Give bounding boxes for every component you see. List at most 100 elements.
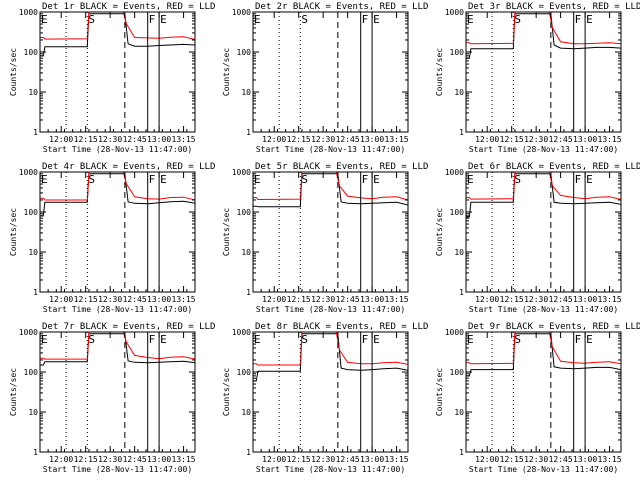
x-tick-label: 12:30 [98, 135, 122, 144]
plot-frame [252, 11, 409, 133]
y-tick-label: 10 [28, 88, 38, 97]
x-tick-label: 12:00 [49, 135, 73, 144]
event-marker-label: F [149, 13, 156, 26]
event-marker-label: E [586, 333, 593, 346]
x-tick-label: 12:00 [262, 295, 286, 304]
y-tick-label: 1 [459, 448, 464, 457]
event-marker-label: S [88, 13, 95, 26]
x-tick-label: 12:15 [500, 295, 524, 304]
event-marker-label: S [514, 333, 521, 346]
x-tick-label: 13:15 [172, 135, 196, 144]
y-axis-label: Counts/sec [435, 208, 444, 256]
event-marker-label: E [41, 173, 48, 186]
x-tick-label: 12:45 [336, 135, 360, 144]
x-tick-label: 12:45 [123, 135, 147, 144]
x-tick-label: 12:00 [475, 295, 499, 304]
y-tick-label: 1000 [445, 328, 464, 337]
x-tick-label: 12:45 [123, 295, 147, 304]
event-marker-label: F [575, 333, 582, 346]
x-tick-label: 13:00 [573, 295, 597, 304]
x-axis-label: Start Time (28-Nov-13 11:47:00) [43, 465, 192, 474]
x-tick-label: 13:00 [360, 455, 384, 464]
y-tick-label: 1 [246, 448, 251, 457]
y-tick-label: 1000 [232, 328, 251, 337]
y-axis-label: Counts/sec [435, 368, 444, 416]
y-tick-label: 1 [459, 128, 464, 137]
x-tick-label: 13:15 [385, 295, 409, 304]
y-tick-label: 10 [241, 408, 251, 417]
y-tick-label: 1 [33, 448, 38, 457]
event-marker-label: S [88, 333, 95, 346]
event-marker-label: S [301, 333, 308, 346]
x-axis-label: Start Time (28-Nov-13 11:47:00) [469, 465, 618, 474]
series-line-events [466, 173, 621, 218]
y-tick-label: 1000 [445, 8, 464, 17]
x-tick-label: 13:00 [573, 455, 597, 464]
x-tick-label: 13:15 [172, 455, 196, 464]
plot-frame [39, 331, 196, 453]
x-tick-label: 13:00 [360, 295, 384, 304]
y-tick-label: 1000 [19, 328, 38, 337]
x-tick-label: 13:00 [147, 455, 171, 464]
series-line-lld [40, 172, 195, 201]
plot-frame [39, 171, 196, 293]
x-axis-label: Start Time (28-Nov-13 11:47:00) [469, 305, 618, 314]
y-tick-label: 100 [450, 368, 465, 377]
x-tick-label: 13:15 [598, 455, 622, 464]
panel-title: Det 2r BLACK = Events, RED = LLD [255, 2, 428, 12]
y-axis-label: Counts/sec [9, 48, 18, 96]
x-tick-label: 12:30 [98, 295, 122, 304]
event-marker-label: E [467, 13, 474, 26]
y-axis-label: Counts/sec [222, 48, 231, 96]
y-axis-label: Counts/sec [435, 48, 444, 96]
x-tick-label: 13:15 [385, 455, 409, 464]
x-tick-label: 12:15 [500, 455, 524, 464]
x-tick-label: 13:00 [147, 135, 171, 144]
plot-frame [465, 171, 622, 293]
y-tick-label: 10 [28, 248, 38, 257]
series-line-lld [40, 12, 195, 40]
y-tick-label: 100 [237, 208, 252, 217]
x-tick-label: 12:00 [49, 295, 73, 304]
event-marker-label: E [373, 333, 380, 346]
y-tick-label: 1000 [232, 168, 251, 177]
series-line-lld [466, 12, 621, 45]
x-tick-label: 12:15 [287, 455, 311, 464]
y-tick-label: 100 [450, 208, 465, 217]
series-line-events [40, 333, 195, 366]
panel-title: Det 3r BLACK = Events, RED = LLD [468, 2, 640, 12]
series-line-lld [253, 332, 408, 366]
y-tick-label: 1000 [445, 168, 464, 177]
x-tick-label: 12:45 [549, 455, 573, 464]
event-marker-label: E [41, 333, 48, 346]
series-line-events [466, 13, 621, 59]
x-tick-label: 13:00 [573, 135, 597, 144]
y-tick-label: 1 [246, 128, 251, 137]
event-marker-label: E [254, 173, 261, 186]
event-marker-label: E [160, 13, 167, 26]
y-tick-label: 100 [237, 368, 252, 377]
x-axis-label: Start Time (28-Nov-13 11:47:00) [256, 465, 405, 474]
y-tick-label: 10 [241, 248, 251, 257]
x-axis-label: Start Time (28-Nov-13 11:47:00) [256, 145, 405, 154]
panel-title: Det 1r BLACK = Events, RED = LLD [42, 2, 215, 12]
x-tick-label: 12:15 [74, 455, 98, 464]
y-tick-label: 100 [237, 48, 252, 57]
x-tick-label: 12:00 [49, 455, 73, 464]
y-tick-label: 100 [450, 48, 465, 57]
y-tick-label: 10 [454, 248, 464, 257]
x-tick-label: 12:30 [524, 135, 548, 144]
x-tick-label: 12:45 [549, 295, 573, 304]
y-tick-label: 100 [24, 368, 39, 377]
x-tick-label: 12:15 [500, 135, 524, 144]
x-tick-label: 12:45 [549, 135, 573, 144]
series-line-lld [40, 332, 195, 360]
event-marker-label: F [362, 13, 369, 26]
x-axis-label: Start Time (28-Nov-13 11:47:00) [256, 305, 405, 314]
event-marker-label: F [362, 333, 369, 346]
